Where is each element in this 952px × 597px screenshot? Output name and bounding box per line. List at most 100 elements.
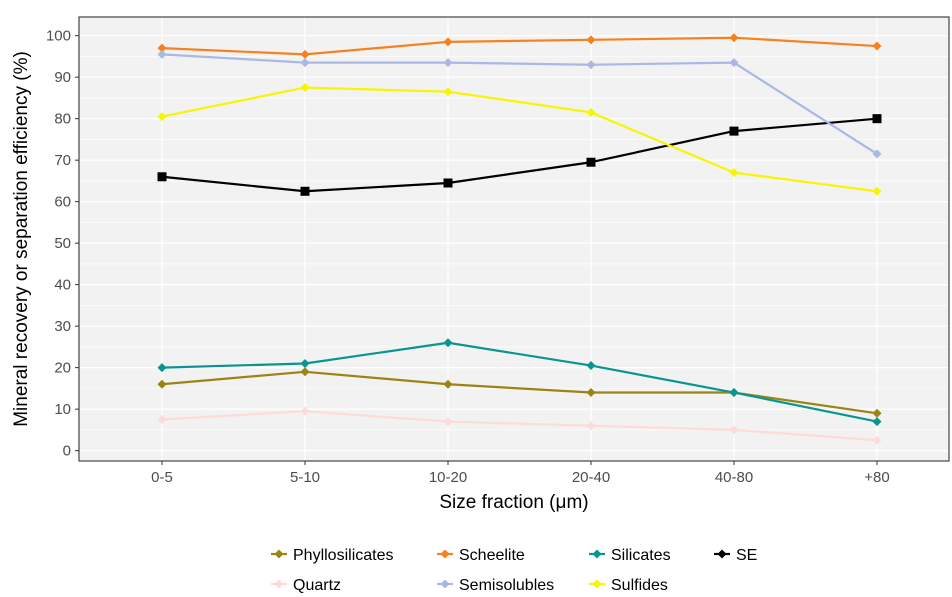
legend-item-silicates: Silicates [589,547,671,564]
x-tick-label: 5-10 [290,469,320,486]
legend-label: SE [736,547,757,564]
data-point [586,35,596,45]
legend-item-semisolubles: Semisolubles [437,577,554,594]
data-point [443,37,453,47]
data-point [300,358,310,368]
data-point [592,549,602,559]
legend-label: Phyllosilicates [293,547,393,564]
y-tick-label: 80 [54,111,71,128]
series-se [157,114,882,196]
y-tick-label: 100 [46,28,71,45]
series-quartz [157,406,882,445]
data-point [586,421,596,431]
x-axis: 0-5 5-10 10-20 20-40 40-80 +80 [151,461,890,486]
y-tick-label: 50 [54,235,71,252]
legend-item-scheelite: Scheelite [437,547,525,564]
data-point [586,361,596,371]
series-line [161,53,878,155]
legend-item-quartz: Quartz [271,577,341,594]
data-point [443,338,453,348]
data-point [872,149,882,159]
series-line [161,117,878,193]
y-axis: 0 10 20 30 40 50 60 70 80 90 100 [46,28,79,460]
data-point [300,186,310,196]
data-point [157,379,167,389]
series-line [161,410,878,442]
series-sulfides [157,83,882,196]
x-tick-label: 20-40 [572,469,610,486]
plot-panel [79,17,949,461]
y-tick-label: 30 [54,318,71,335]
series-line [161,370,878,415]
data-point [586,60,596,70]
legend-label: Semisolubles [459,577,554,594]
data-point [157,49,167,59]
data-point [300,49,310,59]
data-point [274,579,284,589]
y-tick-label: 20 [54,360,71,377]
data-point [872,41,882,51]
legend: Phyllosilicates Scheelite Silicates SE Quart… [271,547,757,594]
data-point [729,126,739,136]
series-semisolubles [157,49,882,159]
data-point [300,367,310,377]
data-point [157,363,167,373]
y-tick-label: 40 [54,277,71,294]
data-point [872,114,882,124]
data-point [592,579,602,589]
series-scheelite [157,33,882,59]
data-point [729,58,739,68]
data-point [443,417,453,427]
legend-label: Scheelite [459,547,525,564]
legend-label: Silicates [611,547,671,564]
data-point [157,43,167,53]
data-point [729,168,739,178]
grid-lines [79,17,949,461]
data-point [717,549,727,559]
legend-item-sulfides: Sulfides [589,577,668,594]
data-point [443,379,453,389]
x-axis-title: Size fraction (μm) [439,492,588,513]
series-line [161,341,878,423]
series-line [161,86,878,193]
data-point [157,415,167,425]
series-layer [157,33,882,445]
series-silicates [157,338,882,427]
data-point [586,157,596,167]
data-point [440,579,450,589]
y-tick-label: 10 [54,401,71,418]
data-point [586,388,596,398]
data-point [443,58,453,68]
data-point [872,435,882,445]
plot-border [78,16,950,462]
y-tick-label: 70 [54,152,71,169]
y-tick-label: 0 [63,443,71,460]
legend-label: Quartz [293,577,341,594]
x-tick-label: 0-5 [151,469,173,486]
legend-label: Sulfides [611,577,668,594]
y-tick-label: 90 [54,69,71,86]
data-point [729,33,739,43]
data-point [300,406,310,416]
data-point [300,83,310,93]
series-line [161,36,878,56]
data-point [443,178,453,188]
data-point [157,112,167,122]
data-point [443,87,453,97]
data-point [729,425,739,435]
data-point [586,107,596,117]
data-point [440,549,450,559]
data-point [872,186,882,196]
x-tick-label: 10-20 [429,469,467,486]
data-point [729,388,739,398]
data-point [157,172,167,182]
y-axis-title: Mineral recovery or separation efficienc… [11,51,32,427]
data-point [300,58,310,68]
data-point [872,408,882,418]
data-point [274,549,284,559]
data-point [872,417,882,427]
legend-item-phyllosilicates: Phyllosilicates [271,547,393,564]
y-tick-label: 60 [54,194,71,211]
x-tick-label: 40-80 [715,469,753,486]
